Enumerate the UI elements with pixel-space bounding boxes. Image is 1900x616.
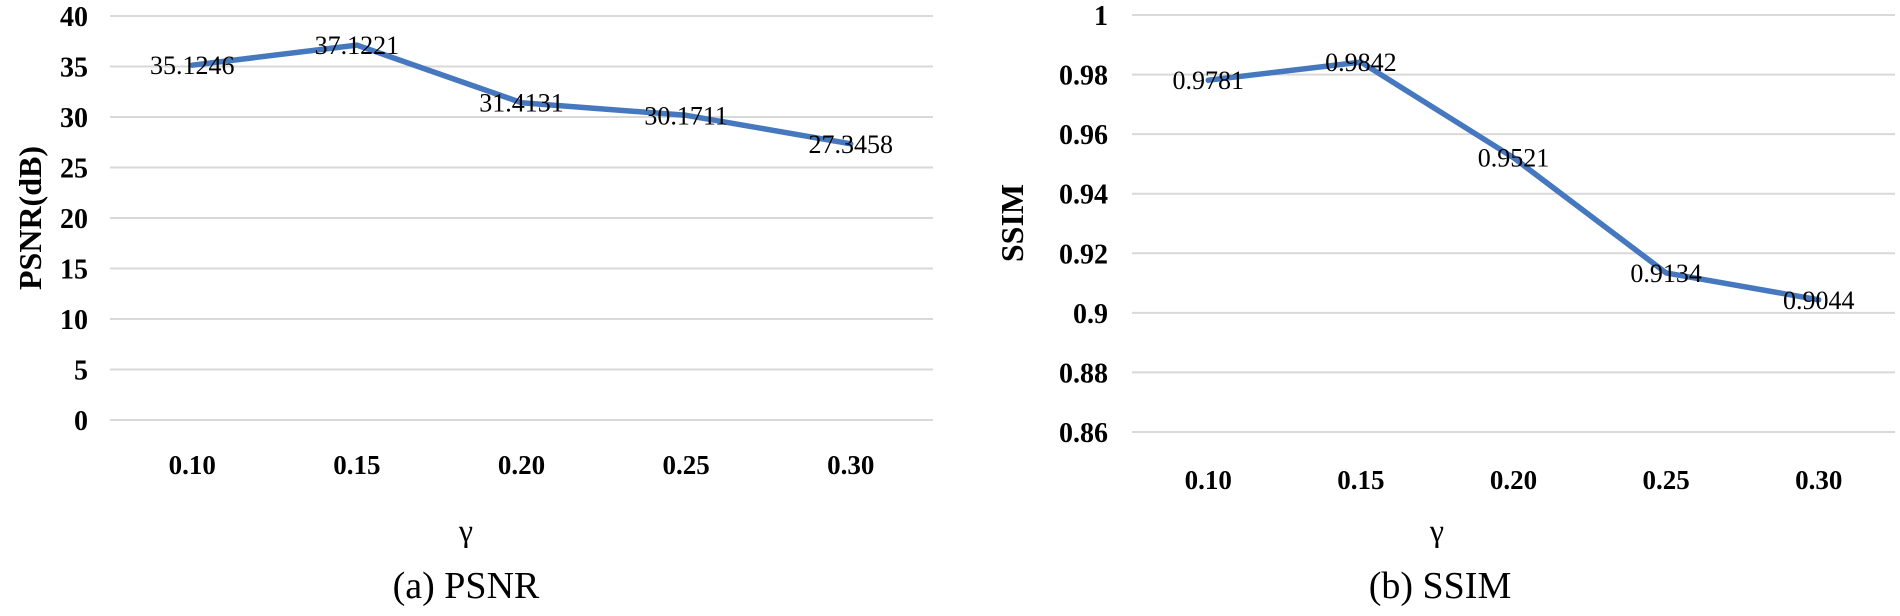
- data-point-label: 27.3458: [808, 130, 893, 159]
- x-tick-label: 0.20: [1490, 465, 1537, 495]
- ssim-data-labels: 0.9781 0.9842 0.9521 0.9134 0.9044: [1173, 48, 1855, 315]
- ssim-x-tick-labels: 0.10 0.15 0.20 0.25 0.30: [1185, 465, 1843, 495]
- y-tick-label: 1: [1094, 1, 1108, 32]
- y-tick-label: 35: [60, 53, 88, 84]
- x-tick-label: 0.20: [498, 450, 545, 480]
- ssim-caption: (b) SSIM: [1369, 565, 1512, 607]
- y-tick-label: 0.88: [1059, 358, 1108, 389]
- ssim-x-axis-title: γ: [1429, 512, 1444, 548]
- data-point-label: 0.9781: [1173, 66, 1245, 95]
- data-point-label: 35.1246: [150, 51, 235, 80]
- data-point-label: 0.9044: [1783, 286, 1855, 315]
- y-tick-label: 0.9: [1073, 299, 1108, 330]
- psnr-x-tick-labels: 0.10 0.15 0.20 0.25 0.30: [169, 450, 875, 480]
- y-tick-label: 0.94: [1059, 180, 1108, 211]
- psnr-gridlines: [110, 15, 933, 421]
- data-point-label: 31.4131: [479, 89, 564, 118]
- x-tick-label: 0.25: [662, 450, 709, 480]
- psnr-series: [189, 42, 854, 147]
- y-tick-label: 30: [60, 103, 88, 134]
- data-point-label: 37.1221: [315, 31, 400, 60]
- psnr-y-axis-title: PSNR(dB): [12, 146, 48, 290]
- x-tick-label: 0.30: [1795, 465, 1842, 495]
- series-line: [189, 42, 854, 147]
- y-tick-label: 0.92: [1059, 239, 1108, 270]
- x-tick-label: 0.15: [333, 450, 380, 480]
- y-tick-label: 0.98: [1059, 61, 1108, 92]
- data-point-label: 0.9842: [1325, 48, 1397, 77]
- y-tick-label: 25: [60, 154, 88, 185]
- y-tick-label: 5: [74, 356, 88, 387]
- x-tick-label: 0.25: [1642, 465, 1689, 495]
- y-tick-label: 15: [60, 255, 88, 286]
- y-tick-label: 0: [74, 406, 88, 437]
- psnr-caption: (a) PSNR: [393, 565, 540, 607]
- ssim-series: [1205, 59, 1822, 303]
- psnr-data-labels: 35.1246 37.1221 31.4131 30.1711 27.3458: [150, 31, 893, 159]
- y-tick-label: 0.86: [1059, 418, 1108, 449]
- y-tick-label: 40: [60, 2, 88, 33]
- x-tick-label: 0.10: [1185, 465, 1232, 495]
- series-line: [1205, 59, 1822, 303]
- ssim-chart: 1 0.98 0.96 0.94 0.92 0.9 0.88 0.86 0.10 0.15 0.2…: [994, 1, 1895, 607]
- x-tick-label: 0.30: [827, 450, 874, 480]
- y-tick-label: 20: [60, 204, 88, 235]
- y-tick-label: 10: [60, 305, 88, 336]
- x-tick-label: 0.10: [169, 450, 216, 480]
- data-point-label: 30.1711: [644, 101, 728, 130]
- ssim-y-axis-title: SSIM: [994, 184, 1030, 262]
- psnr-y-tick-labels: 40 35 30 25 20 15 10 5 0: [60, 2, 88, 437]
- y-tick-label: 0.96: [1059, 120, 1108, 151]
- data-point-label: 0.9521: [1478, 144, 1550, 173]
- ssim-y-tick-labels: 1 0.98 0.96 0.94 0.92 0.9 0.88 0.86: [1059, 1, 1108, 449]
- psnr-x-axis-title: γ: [458, 512, 473, 548]
- x-tick-label: 0.15: [1337, 465, 1384, 495]
- data-point-label: 0.9134: [1630, 259, 1702, 288]
- psnr-chart: 40 35 30 25 20 15 10 5 0 0.10 0.15 0.20 0.25 0.30 35…: [12, 2, 933, 607]
